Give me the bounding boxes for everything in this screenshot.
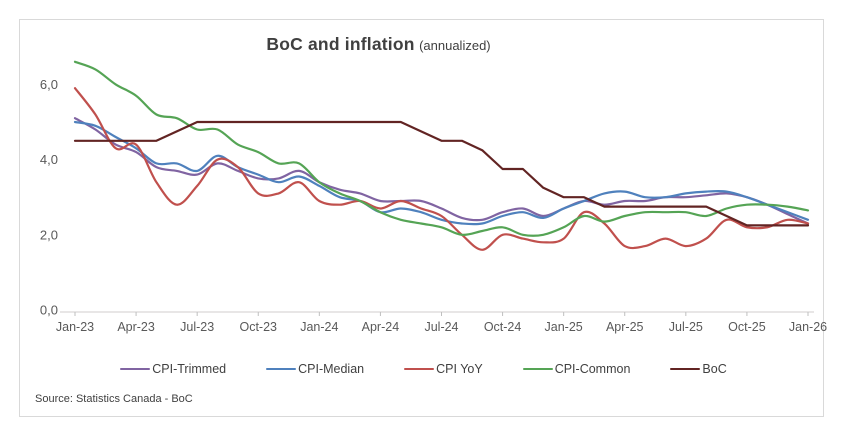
legend-item-cpi-trimmed: CPI-Trimmed (120, 362, 226, 376)
chart-figure (19, 19, 824, 417)
legend-line-swatch-cpi-median (266, 367, 297, 371)
x-tick-label-oct-25: Oct-25 (728, 320, 766, 334)
x-tick-label-jan-26: Jan-26 (789, 320, 827, 334)
legend-item-cpi-yoy: CPI YoY (404, 362, 483, 376)
legend-label-cpi-yoy: CPI YoY (436, 362, 483, 376)
series-line-cpi-common (73, 60, 810, 237)
x-tick-label-apr-24: Apr-24 (362, 320, 400, 334)
chart-title: BoC and inflation (annualized) (0, 34, 847, 55)
chart-legend: CPI-Trimmed CPI-Median CPI YoY CPI-Common Bo… (0, 362, 847, 376)
legend-line-swatch-cpi-yoy (404, 367, 435, 371)
y-tick-label-0-0: 0,0 (40, 303, 58, 318)
x-tick-label-oct-23: Oct-23 (239, 320, 277, 334)
y-tick-label-6-0: 6,0 (40, 77, 58, 92)
series-line-cpi-yoy (73, 87, 810, 251)
legend-item-cpi-common: CPI-Common (522, 362, 631, 376)
legend-line-swatch-cpi-trimmed (120, 367, 151, 371)
y-tick-label-2-0: 2,0 (40, 227, 58, 242)
legend-label-cpi-common: CPI-Common (554, 362, 631, 376)
chart-title-text: BoC and inflation (266, 34, 415, 54)
legend-label-cpi-trimmed: CPI-Trimmed (152, 362, 227, 376)
x-tick-label-jul-23: Jul-23 (180, 320, 214, 334)
legend-label-cpi-median: CPI-Median (298, 362, 365, 376)
x-tick-label-oct-24: Oct-24 (484, 320, 522, 334)
x-tick-label-jan-24: Jan-24 (300, 320, 338, 334)
chart-subtitle: (annualized) (419, 38, 491, 53)
legend-label-boc: BoC (702, 362, 727, 376)
x-tick-label-jan-25: Jan-25 (545, 320, 583, 334)
x-tick-label-jul-24: Jul-24 (424, 320, 458, 334)
series-line-boc (73, 120, 810, 227)
legend-line-swatch-cpi-common (522, 367, 553, 371)
chart-subtitle-text: (annualized) (419, 38, 491, 53)
series-line-cpi-trimmed (73, 117, 810, 225)
x-tick-label-jan-23: Jan-23 (56, 320, 94, 334)
legend-item-boc: BoC (670, 362, 727, 376)
series-line-cpi-median (73, 120, 810, 226)
source-note: Source: Statistics Canada - BoC (35, 393, 193, 405)
y-tick-label-4-0: 4,0 (40, 152, 58, 167)
legend-line-swatch-boc (670, 367, 701, 371)
x-tick-label-jul-25: Jul-25 (669, 320, 703, 334)
legend-item-cpi-median: CPI-Median (266, 362, 364, 376)
x-tick-label-apr-23: Apr-23 (117, 320, 155, 334)
x-tick-label-apr-25: Apr-25 (606, 320, 644, 334)
